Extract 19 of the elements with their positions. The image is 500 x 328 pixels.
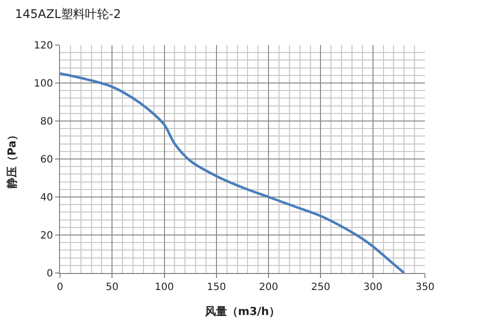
x-tick-label: 350 (415, 282, 435, 293)
y-tick-label: 40 (40, 192, 53, 204)
x-tick-label: 0 (56, 282, 64, 293)
x-tick-label: 50 (106, 282, 119, 293)
y-tick-label: 0 (46, 268, 53, 280)
y-tick-label: 60 (40, 154, 53, 166)
chart-title: 145AZL塑料叶轮-2 (15, 7, 121, 22)
x-tick-label: 100 (154, 282, 174, 293)
line-series (60, 72, 406, 273)
x-tick-label: 250 (311, 282, 330, 293)
y-tick-label: 80 (40, 116, 53, 128)
x-tick-label: 200 (259, 282, 278, 293)
y-tick-label: 20 (40, 230, 53, 242)
x-axis-title: 风量（m3/h） (204, 305, 280, 318)
y-axis-title: 静压（Pa） (6, 129, 19, 190)
y-tick-label: 100 (34, 78, 53, 90)
x-tick-label: 150 (206, 282, 226, 293)
x-tick-label: 300 (363, 282, 382, 293)
y-tick-label: 120 (34, 40, 53, 52)
